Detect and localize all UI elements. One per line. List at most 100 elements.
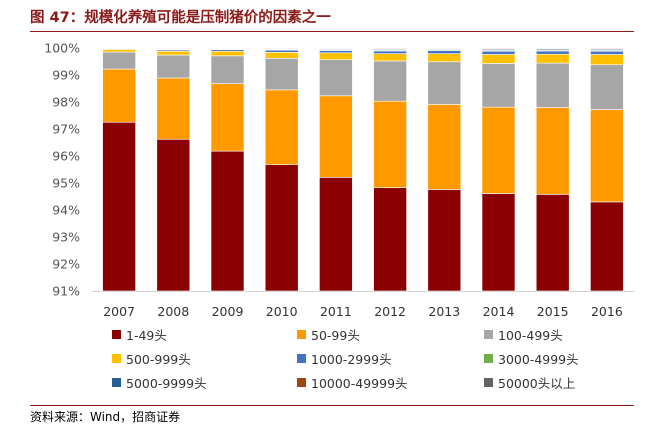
bar-segment — [373, 100, 407, 188]
bar-segment — [156, 54, 191, 79]
source-note: 资料来源：Wind，招商证券 — [30, 410, 181, 424]
legend-item: 1000-2999头 — [297, 350, 392, 367]
bar-segment — [481, 63, 516, 108]
y-tick-label: 93% — [52, 230, 80, 245]
legend-item: 50-99头 — [297, 326, 360, 343]
legend-label: 1-49头 — [126, 327, 167, 343]
bar-segment — [590, 201, 624, 292]
legend-item: 100-499头 — [484, 326, 563, 343]
bar-segment — [535, 47, 570, 49]
x-tick-label: 2011 — [320, 304, 352, 319]
y-tick-label: 95% — [52, 176, 80, 191]
legend-swatch — [112, 353, 121, 363]
bar-segment — [373, 50, 407, 54]
bar-segment — [535, 194, 570, 292]
chart-title: 图 47：规模化养殖可能是压制猪价的因素之一 — [30, 10, 331, 26]
legend-label: 500-999头 — [126, 351, 191, 367]
legend-swatch — [297, 377, 306, 387]
bar-segment — [590, 109, 624, 203]
x-tick-label: 2008 — [157, 304, 189, 319]
bar-segment — [481, 54, 516, 64]
bar-segment — [156, 47, 191, 49]
bar-segment — [427, 53, 462, 63]
bar-segment — [590, 54, 624, 66]
bar-segment — [481, 193, 516, 292]
legend-swatch — [484, 329, 493, 339]
y-tick-label: 98% — [52, 95, 80, 110]
bar-segment — [427, 189, 462, 292]
bar-segment — [535, 107, 570, 195]
bar-segment — [535, 53, 570, 64]
title-rule — [30, 31, 634, 32]
bar-segment — [156, 50, 191, 56]
legend-swatch — [484, 353, 493, 363]
x-tick-label: 2013 — [428, 304, 460, 319]
bar-segment — [102, 47, 136, 49]
y-tick-label: 94% — [52, 203, 80, 218]
bar-segment — [427, 50, 462, 54]
bar-segment — [481, 106, 516, 194]
y-tick-label: 96% — [52, 149, 80, 164]
x-tick-label: 2016 — [591, 304, 623, 319]
bar-segment — [264, 89, 299, 165]
bar-segment — [373, 53, 407, 62]
legend-label: 10000-49999头 — [311, 375, 408, 391]
bar-segment — [102, 51, 136, 70]
bar-segment — [590, 50, 624, 55]
legend-item: 50000头以上 — [484, 374, 576, 391]
bar-segment — [373, 60, 407, 102]
x-tick-label: 2014 — [483, 304, 515, 319]
legend-swatch — [297, 353, 306, 363]
legend-item: 5000-9999头 — [112, 374, 207, 391]
legend-swatch — [297, 329, 306, 339]
bar-segment — [535, 50, 570, 55]
bar-segment — [481, 47, 516, 49]
source-rule — [30, 405, 634, 406]
x-tick-label: 2009 — [212, 304, 244, 319]
bar-segment — [102, 49, 136, 53]
bar-segment — [264, 47, 299, 49]
legend-label: 3000-4999头 — [498, 351, 579, 367]
bar-segment — [427, 61, 462, 105]
bar-segment — [373, 187, 407, 292]
y-tick-label: 92% — [52, 257, 80, 272]
bar-segment — [102, 68, 136, 123]
bar-segment — [427, 104, 462, 190]
bar-segment — [156, 77, 191, 140]
y-tick-label: 99% — [52, 68, 80, 83]
legend-item: 500-999头 — [112, 350, 191, 367]
bar-segment — [156, 138, 191, 292]
bar-segment — [590, 47, 624, 49]
bar-segment — [319, 177, 353, 292]
bar-segment — [210, 83, 245, 152]
legend-label: 50-99头 — [311, 327, 360, 343]
bar-segment — [264, 52, 299, 59]
bar-segment — [481, 50, 516, 55]
x-tick-label: 2010 — [266, 304, 298, 319]
legend-swatch — [112, 329, 121, 339]
bar-segment — [373, 47, 407, 49]
bar-segment — [210, 150, 245, 292]
legend-item: 10000-49999头 — [297, 374, 408, 391]
legend-item: 3000-4999头 — [484, 350, 579, 367]
legend-swatch — [112, 377, 121, 387]
bar-segment — [319, 50, 353, 54]
bar-segment — [264, 57, 299, 91]
bar-segment — [102, 121, 136, 292]
legend-label: 50000头以上 — [498, 375, 576, 391]
bar-segment — [319, 59, 353, 97]
bar-segment — [590, 64, 624, 110]
legend-label: 1000-2999头 — [311, 351, 392, 367]
bar-segment — [319, 95, 353, 178]
bar-segment — [210, 55, 245, 84]
legend-label: 5000-9999头 — [126, 375, 207, 391]
bar-segment — [319, 47, 353, 49]
y-tick-label: 91% — [52, 284, 80, 299]
legend-swatch — [484, 377, 493, 387]
legend-label: 100-499头 — [498, 327, 563, 343]
bar-segment — [264, 164, 299, 292]
x-tick-label: 2015 — [537, 304, 569, 319]
bar-segment — [210, 47, 245, 49]
bar-segment — [427, 47, 462, 49]
